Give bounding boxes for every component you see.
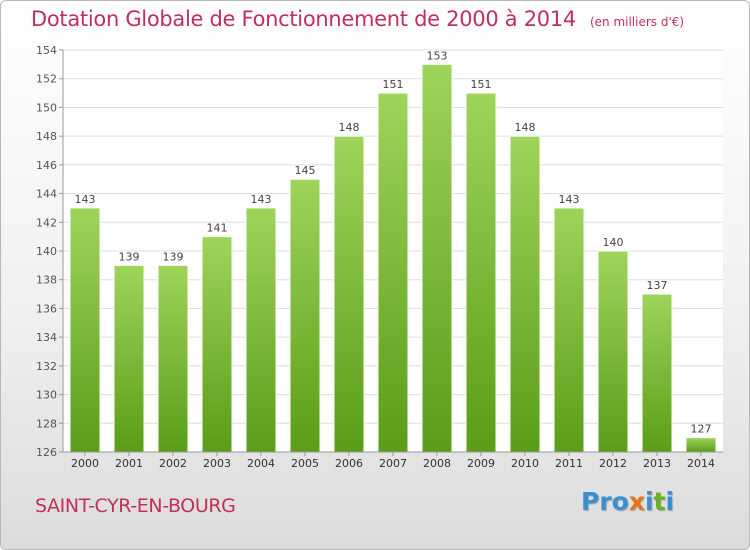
value-label-2002: 139 [163,250,184,263]
y-tick-label: 142 [36,216,57,229]
y-tick-label: 146 [36,159,57,172]
value-label-2014: 127 [691,423,712,436]
x-axis: 2000 2001 2002 2003 2004 2005 2006 2007 2008 2009… [63,451,723,470]
x-tick-label-2013: 2013 [643,457,671,470]
chart-title: Dotation Globale de Fonctionnement de 20… [31,7,684,31]
value-label-2006: 148 [339,121,360,134]
x-tick-label-2014: 2014 [687,457,715,470]
value-label-2001: 139 [119,250,140,263]
x-tick-label-2011: 2011 [555,457,583,470]
logo-part-1: Pro [581,487,629,516]
chart-title-text: Dotation Globale de Fonctionnement de 20… [31,7,576,31]
logo-part-2: x [628,487,645,516]
value-label-2013: 137 [647,279,668,292]
y-tick-label: 132 [36,360,57,373]
bar-2005[interactable] [289,178,321,453]
value-label-2004: 143 [251,193,272,206]
proxiti-logo[interactable]: Proxiti [581,487,674,516]
x-tick-label-2007: 2007 [379,457,407,470]
value-label-2012: 140 [603,236,624,249]
x-tick-label-2004: 2004 [247,457,275,470]
bar-2003[interactable] [201,236,233,453]
bar-2010[interactable] [509,135,541,453]
value-label-2011: 143 [559,193,580,206]
bar-2004[interactable] [245,207,277,453]
logo-part-4: t [653,487,666,516]
y-tick-label: 150 [36,101,57,114]
bar-2009[interactable] [465,92,497,453]
bar-2002[interactable] [157,264,189,453]
bar-2000[interactable] [69,207,101,453]
value-label-2005: 145 [295,164,316,177]
y-tick-label: 130 [36,389,57,402]
y-tick-label: 128 [36,417,57,430]
x-tick-label-2001: 2001 [115,457,143,470]
logo-part-3: i [644,487,654,516]
x-tick-label-2006: 2006 [335,457,363,470]
value-labels: 143 139 139 141 143 145 148 151 153 151 148 143 140 1… [75,49,712,435]
value-label-2008: 153 [427,49,448,62]
y-tick-label: 136 [36,302,57,315]
x-tick-label-2012: 2012 [599,457,627,470]
y-tick-label: 144 [36,188,57,201]
bar-2008[interactable] [421,63,453,453]
x-tick-label-2002: 2002 [159,457,187,470]
value-label-2010: 148 [515,121,536,134]
x-tick-label-2008: 2008 [423,457,451,470]
bar-2012[interactable] [597,250,629,453]
bar-2013[interactable] [641,293,673,453]
bar-2001[interactable] [113,264,145,453]
chart-subtitle: (en milliers d'€) [589,15,685,29]
value-label-2009: 151 [471,78,492,91]
y-axis: 126 128 130 132 134 136 138 140 142 144 146 148 150 1… [36,44,64,459]
x-tick-label-2005: 2005 [291,457,319,470]
x-tick-label-2000: 2000 [71,457,99,470]
logo-part-5: i [665,487,675,516]
x-tick-label-2009: 2009 [467,457,495,470]
y-tick-label: 126 [36,446,57,459]
bars [69,63,717,453]
bar-2006[interactable] [333,135,365,453]
y-tick-label: 152 [36,73,57,86]
y-tick-label: 140 [36,245,57,258]
value-label-2000: 143 [75,193,96,206]
bar-2011[interactable] [553,207,585,453]
value-label-2003: 141 [207,222,228,235]
y-tick-label: 138 [36,274,57,287]
bar-2007[interactable] [377,92,409,453]
y-tick-label: 154 [36,44,57,57]
x-tick-label-2010: 2010 [511,457,539,470]
x-tick-label-2003: 2003 [203,457,231,470]
y-tick-label: 134 [36,331,57,344]
bar-2014[interactable] [685,437,717,453]
commune-name: SAINT-CYR-EN-BOURG [35,495,236,517]
y-tick-label: 148 [36,130,57,143]
value-label-2007: 151 [383,78,404,91]
